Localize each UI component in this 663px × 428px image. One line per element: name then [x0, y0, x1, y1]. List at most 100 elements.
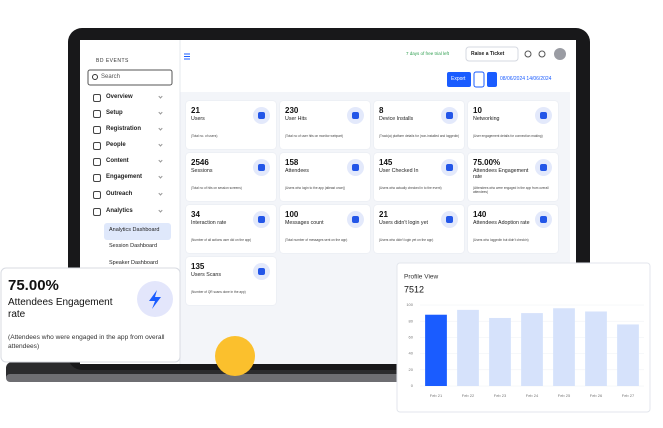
x-tick-label: Feb 24: [526, 393, 539, 398]
logo: BD EVENTS: [96, 58, 129, 64]
avatar[interactable]: [554, 48, 566, 60]
x-tick-label: Feb 23: [494, 393, 507, 398]
chart: Profile View 7512 0 20 40 60 80 100 Feb 21 Feb 22…: [404, 274, 644, 398]
chart-title: Profile View: [404, 274, 439, 281]
card-icon-glyph: [258, 112, 265, 119]
popup-value: 75.00%: [8, 277, 59, 294]
decor-circle: [215, 336, 255, 376]
y-tick-label: 80: [409, 318, 414, 323]
sidebar-icon: [93, 174, 101, 182]
popup-icon: [149, 290, 161, 309]
sidebar-item: Setup: [106, 110, 123, 116]
y-tick-label: 20: [409, 367, 414, 372]
sidebar-icon: [93, 142, 101, 150]
ticket-button[interactable]: [465, 46, 519, 62]
sidebar-item: Analytics: [106, 208, 133, 214]
sidebar-item: Content: [106, 158, 129, 164]
sidebar-icon: [93, 191, 101, 199]
card-value: 2546: [191, 158, 209, 167]
card-value: 34: [191, 210, 200, 219]
x-tick-label: Feb 21: [430, 393, 443, 398]
x-tick-label: Feb 25: [558, 393, 571, 398]
card-value: 158: [285, 158, 299, 167]
chart-subtitle: 7512: [404, 284, 424, 294]
y-tick-label: 40: [409, 351, 414, 356]
info-icon[interactable]: [538, 50, 546, 58]
card-value: 230: [285, 106, 299, 115]
stat-card: 34 Interaction rate (Number of all actions…: [186, 205, 276, 253]
card-value: 21: [379, 210, 388, 219]
bar: [617, 324, 639, 386]
x-tick-label: Feb 27: [622, 393, 635, 398]
card-icon-glyph: [352, 164, 359, 171]
sidebar-subitem: Analytics Dashboard: [109, 227, 160, 233]
stat-card: 10 Networking (User engagement details for…: [468, 101, 558, 149]
card-title: Device Installs: [379, 116, 414, 122]
card-title: Users: [191, 116, 205, 122]
card-title: User Hits: [285, 116, 307, 122]
card-note: (Users who loggedin but didn't checkin): [473, 238, 529, 242]
card-title: Attendees Engagement rate: [473, 168, 529, 180]
stat-card: 21 Users didn't login yet (Users who didn'…: [374, 205, 464, 253]
card-note: (Users who didn't login yet on the app): [379, 238, 434, 242]
card-note: (Number of all actions user did on the a…: [191, 238, 252, 242]
card-value: 135: [191, 262, 205, 271]
sidebar-item: Registration: [106, 126, 142, 132]
sidebar-icon: [93, 158, 101, 166]
card-note: (Users who actually checked in to the ev…: [379, 186, 442, 190]
y-tick-label: 100: [406, 302, 413, 307]
search-icon: [92, 74, 98, 80]
stat-card: 230 User Hits (Total no of user hits on mo…: [280, 101, 370, 149]
sidebar-subitem: Speaker Dashboard: [109, 260, 158, 266]
date-range: 08/06/2024 14/06/2024: [500, 76, 552, 82]
stat-card: 21 Users (Total no. of users): [186, 101, 276, 149]
card-value: 10: [473, 106, 482, 115]
bar: [521, 313, 543, 386]
card-value: 100: [285, 210, 299, 219]
stat-card: 135 Users Scans (Number of QR scans done i…: [186, 257, 276, 305]
bar: [425, 314, 447, 386]
popup-title: Attendees Engagement rate: [8, 297, 113, 320]
whatsapp-icon[interactable]: [524, 50, 532, 58]
card-note: (Track(a) platform details for (non-inst…: [379, 134, 460, 138]
sidebar-icon: [93, 110, 101, 118]
card-icon-glyph: [446, 164, 453, 171]
menu-icon: [184, 53, 190, 60]
card-note: (Total no of user hits on monitor webpar…: [285, 134, 343, 138]
popup-note: (Attendees who were engaged in the app f…: [8, 334, 165, 350]
export-button[interactable]: [447, 72, 471, 87]
sidebar-item: Overview: [106, 94, 133, 100]
bar: [585, 311, 607, 386]
card-note: (Total no of hits on session screens): [191, 186, 242, 190]
sidebar-item: Outreach: [106, 191, 133, 197]
calendar-button[interactable]: [487, 72, 497, 87]
card-icon-glyph: [258, 164, 265, 171]
card-value: 21: [191, 106, 200, 115]
card-note: (Number of QR scans done in the app): [191, 290, 246, 294]
stat-card: 100 Messages count (Total number of messag…: [280, 205, 370, 253]
card-title: Attendees Adoption rate: [473, 220, 530, 226]
bar: [553, 308, 575, 386]
card-icon-glyph: [258, 268, 265, 275]
x-tick-label: Feb 26: [590, 393, 603, 398]
card-icon-glyph: [446, 216, 453, 223]
ticket-text: Raise a Ticket: [471, 51, 505, 57]
y-tick-label: 60: [409, 334, 414, 339]
card-title: Sessions: [191, 168, 213, 174]
card-value: 8: [379, 106, 384, 115]
search-box[interactable]: [87, 69, 173, 86]
card-icon-glyph: [540, 164, 547, 171]
search-placeholder: Search: [101, 74, 121, 80]
card-icon-glyph: [540, 112, 547, 119]
stat-card: 75.00% Attendees Engagement rate (Attendee…: [468, 153, 558, 201]
card-icon-glyph: [352, 216, 359, 223]
export-text: Export: [451, 76, 466, 82]
stat-card: 158 Attendees (Users who login to the app …: [280, 153, 370, 201]
card-value: 75.00%: [473, 158, 501, 167]
x-tick-label: Feb 22: [462, 393, 475, 398]
refresh-button[interactable]: [473, 71, 485, 88]
card-title: User Checked In: [379, 168, 419, 174]
sidebar-item: Engagement: [106, 174, 143, 180]
card-title: Interaction rate: [191, 220, 227, 226]
